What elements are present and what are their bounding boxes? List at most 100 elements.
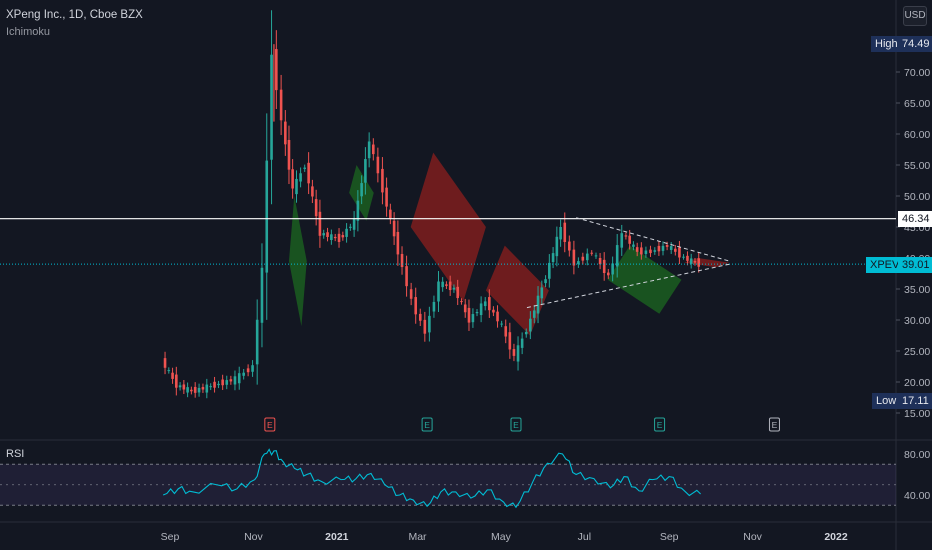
candle-up — [205, 384, 209, 393]
candle-up — [577, 261, 580, 265]
earnings-marker-label: E — [424, 420, 430, 430]
candle-up — [540, 287, 544, 299]
candle-up — [330, 234, 333, 241]
candle-up — [345, 228, 348, 237]
candle-up — [428, 315, 431, 333]
candle-down — [414, 297, 418, 315]
candle-down — [492, 309, 495, 313]
candle-up — [516, 345, 520, 362]
low-tag-label: Low — [872, 393, 901, 409]
kumo-bullish — [607, 245, 682, 314]
time-tick-label: 2021 — [325, 531, 349, 543]
candle-down — [665, 244, 669, 247]
candle-down — [674, 248, 677, 252]
candle-up — [209, 386, 212, 388]
candle-down — [372, 144, 375, 155]
candle-down — [284, 121, 287, 145]
time-tick-label: Sep — [161, 531, 180, 543]
indicator-label[interactable]: Ichimoku — [6, 26, 51, 38]
last-tag-value: 39.01 — [898, 257, 932, 273]
time-tick-label: May — [491, 531, 512, 543]
high-tag-value: 74.49 — [898, 36, 932, 52]
candle-down — [512, 349, 516, 356]
kumo-bearish — [485, 245, 549, 336]
candle-up — [615, 245, 619, 267]
candle-up — [303, 167, 307, 169]
candle-up — [242, 372, 245, 376]
candle-down — [326, 232, 329, 237]
candle-up — [669, 246, 673, 250]
candle-down — [314, 199, 318, 217]
earnings-marker-icon — [421, 417, 433, 432]
time-tick-label: Sep — [660, 531, 679, 543]
time-tick-label: Mar — [408, 531, 427, 543]
last-tag-name: XPEV — [866, 257, 904, 273]
candle-down — [409, 289, 413, 299]
candle-up — [233, 376, 237, 385]
candle-up — [432, 301, 436, 312]
overlay-lines — [0, 217, 896, 309]
candle-down — [649, 249, 652, 254]
candle-down — [496, 311, 499, 322]
candle-up — [265, 160, 269, 273]
candle-up — [594, 255, 598, 257]
rsi-tick-label: 80.00 — [904, 449, 930, 461]
candle-down — [467, 307, 471, 323]
candle-up — [520, 338, 524, 348]
candle-up — [544, 279, 547, 284]
price-tick-label: 65.00 — [904, 98, 930, 110]
candle-down — [221, 379, 224, 386]
candle-down — [163, 358, 167, 368]
rsi-label[interactable]: RSI — [6, 448, 25, 460]
candle-down — [448, 281, 452, 291]
price-tick-label: 35.00 — [904, 284, 930, 296]
symbol-title: XPeng Inc., 1D, Cboe BZX — [6, 9, 143, 21]
earnings-marker-label: E — [657, 420, 663, 430]
currency-button[interactable]: USD — [903, 6, 927, 26]
earnings-marker-icon — [264, 417, 276, 432]
candle-down — [318, 211, 322, 236]
earnings-marker-icon — [510, 417, 522, 432]
triangle-trendline — [576, 217, 730, 262]
candle-up — [559, 227, 562, 240]
candle-down — [423, 319, 427, 334]
candle-down — [193, 386, 197, 393]
candle-up — [237, 373, 241, 384]
price-tick-label: 70.00 — [904, 67, 930, 79]
candle-down — [400, 253, 404, 268]
candlestick-series — [163, 10, 701, 399]
candle-up — [536, 295, 540, 314]
candle-down — [563, 222, 567, 243]
candle-up — [167, 370, 171, 372]
candle-down — [456, 286, 459, 299]
earnings-marker-label: E — [772, 420, 778, 430]
kumo-bearish — [410, 152, 486, 302]
kumo-bullish — [288, 196, 307, 327]
candle-down — [311, 186, 314, 197]
candle-down — [201, 387, 205, 390]
candle-down — [504, 326, 508, 337]
candle-up — [367, 141, 371, 159]
candle-down — [678, 247, 681, 258]
rsi-line — [162, 448, 701, 509]
candle-down — [307, 162, 310, 184]
candle-up — [529, 318, 532, 332]
candle-down — [463, 304, 467, 313]
candle-down — [275, 49, 278, 91]
rsi-band-fill — [0, 464, 896, 506]
candle-down — [213, 381, 216, 388]
candle-down — [279, 89, 283, 121]
candle-up — [197, 387, 201, 393]
time-tick-label: Nov — [743, 531, 762, 543]
earnings-marker-label: E — [513, 420, 519, 430]
price-tick-label: 55.00 — [904, 160, 930, 172]
candle-down — [602, 259, 606, 274]
candle-up — [475, 312, 479, 314]
candle-up — [471, 314, 475, 323]
candle-down — [341, 235, 345, 238]
candle-down — [697, 258, 701, 267]
candle-up — [551, 253, 555, 263]
candle-up — [585, 253, 589, 261]
